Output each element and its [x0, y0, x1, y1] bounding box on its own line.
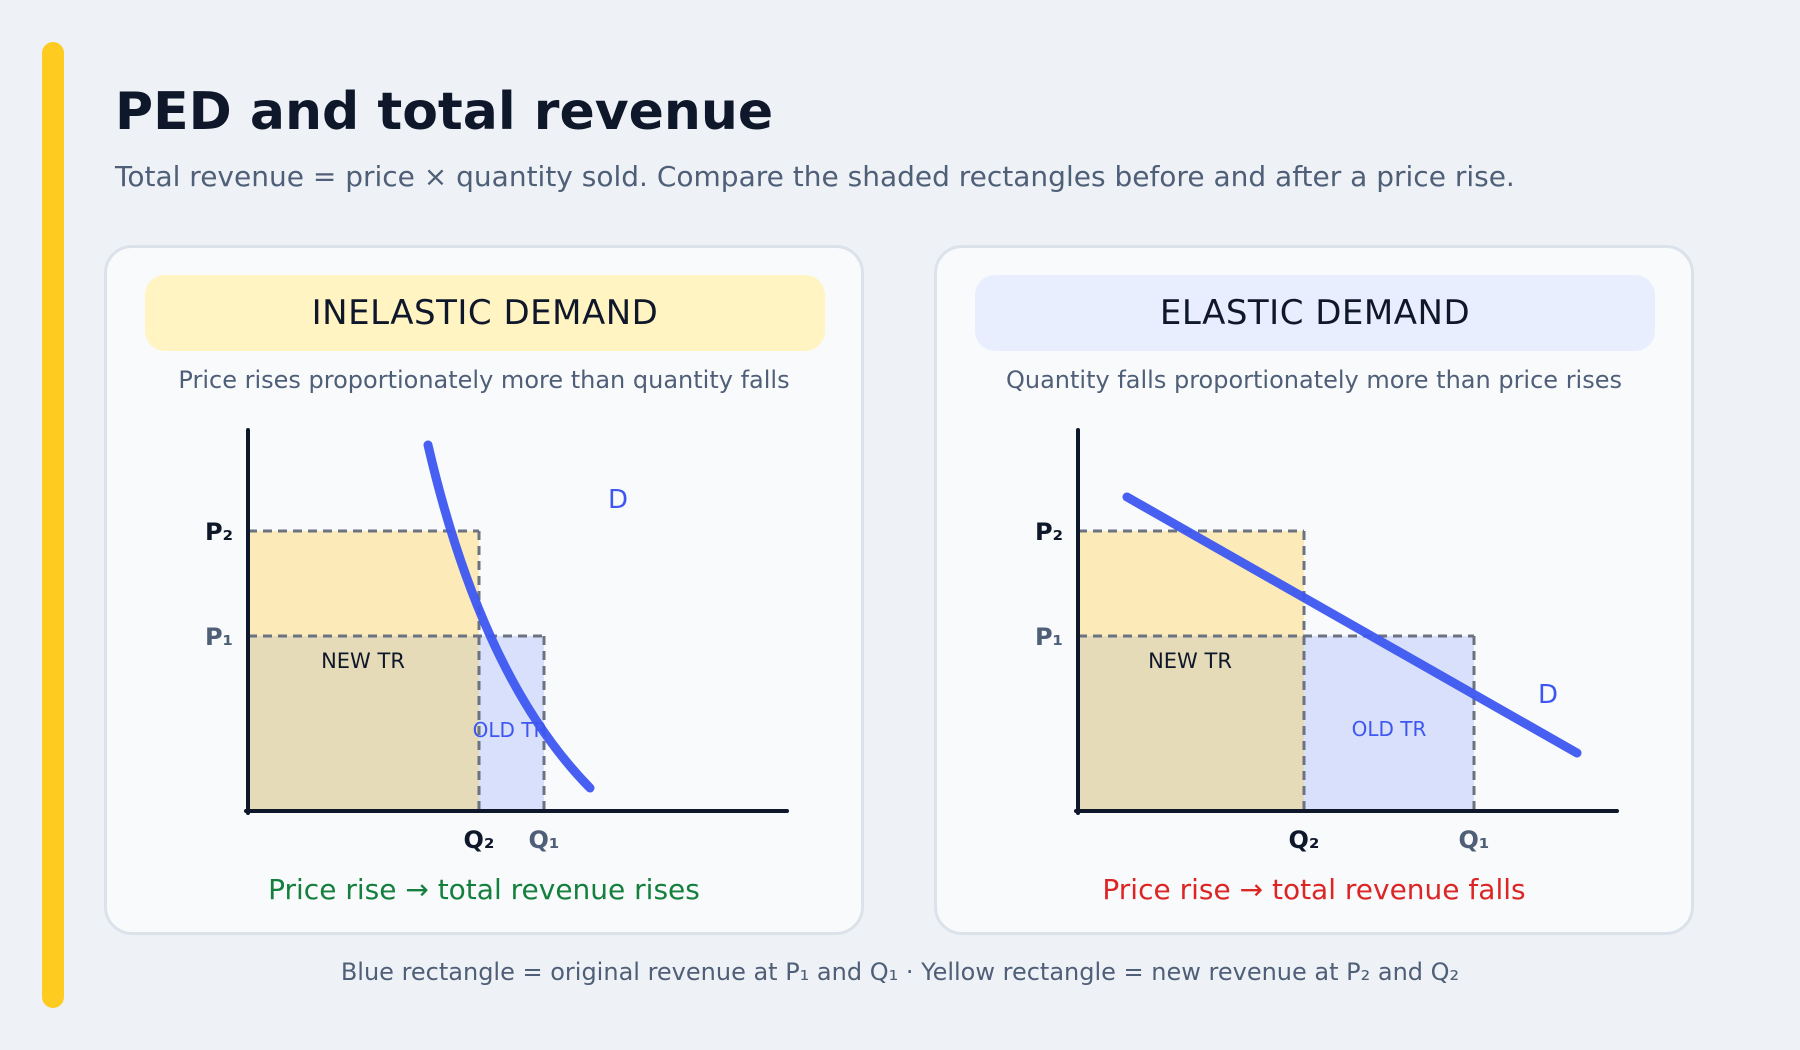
- page-subtitle: Total revenue = price × quantity sold. C…: [115, 160, 1515, 193]
- q1-label: Q₁: [1459, 826, 1490, 854]
- conclusion-text: Price rise → total revenue rises: [268, 873, 700, 906]
- elastic-card-header: ELASTIC DEMAND: [975, 275, 1655, 351]
- elastic-card-description: Quantity falls proportionately more than…: [1006, 366, 1622, 394]
- p2-label: P₂: [1035, 518, 1063, 546]
- demand-label: D: [608, 485, 628, 515]
- inelastic-demand-diagram: P₂ P₁ Q₂ Q₁ NEW TR OLD TR D Price rise →…: [205, 428, 789, 906]
- q1-label: Q₁: [529, 826, 560, 854]
- elastic-demand-diagram: P₂ P₁ Q₂ Q₁ NEW TR OLD TR D Price rise →…: [1035, 428, 1619, 906]
- p1-label: P₁: [205, 623, 233, 651]
- page-title: PED and total revenue: [115, 82, 774, 142]
- overlap-rectangle: [1078, 636, 1304, 811]
- new-tr-label: NEW TR: [1148, 649, 1232, 673]
- q2-label: Q₂: [464, 826, 495, 854]
- overlap-rectangle: [248, 636, 479, 811]
- accent-bar: [42, 42, 64, 1008]
- conclusion-text: Price rise → total revenue falls: [1102, 873, 1525, 906]
- inelastic-card-header: INELASTIC DEMAND: [145, 275, 825, 351]
- inelastic-card-description: Price rises proportionately more than qu…: [178, 366, 790, 394]
- old-tr-label: OLD TR: [1352, 717, 1427, 741]
- demand-label: D: [1538, 680, 1558, 710]
- q2-label: Q₂: [1289, 826, 1320, 854]
- elastic-demand-card: ELASTIC DEMAND Quantity falls proportion…: [934, 245, 1694, 935]
- demand-curve: [1122, 492, 1582, 758]
- legend-footnote: Blue rectangle = original revenue at P₁ …: [340, 958, 1460, 986]
- inelastic-demand-card: INELASTIC DEMAND Price rises proportiona…: [104, 245, 864, 935]
- p1-label: P₁: [1035, 623, 1063, 651]
- demand-curve: [423, 440, 595, 793]
- p2-label: P₂: [205, 518, 233, 546]
- old-tr-label: OLD TR: [473, 718, 548, 742]
- new-tr-label: NEW TR: [321, 649, 405, 673]
